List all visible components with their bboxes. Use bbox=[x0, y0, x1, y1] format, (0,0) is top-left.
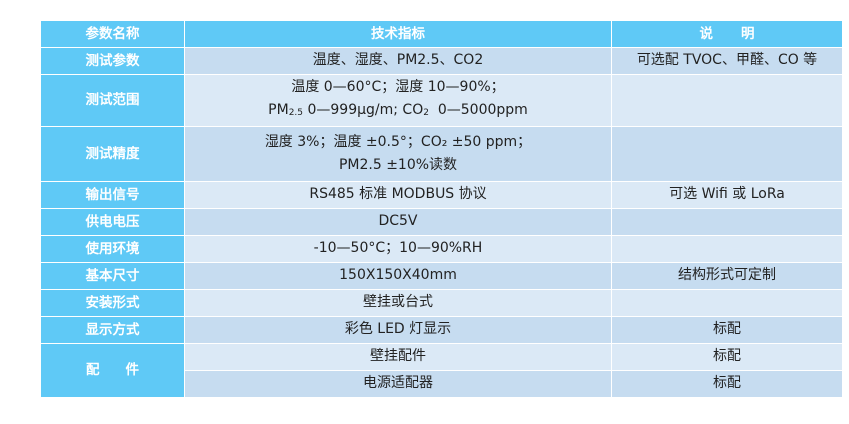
row-spec: 电源适配器 bbox=[184, 370, 612, 398]
spec-line: 温度 0—60°C；湿度 10—90%； bbox=[291, 79, 505, 95]
row-label: 使用环境 bbox=[40, 235, 185, 263]
table-row: 电源适配器 标配 bbox=[41, 370, 843, 398]
row-label: 配件 bbox=[40, 343, 185, 398]
table-row: 基本尺寸 150X150X40mm 结构形式可定制 bbox=[40, 262, 843, 290]
row-note: 标配 bbox=[611, 343, 843, 371]
spec-line: PM2.5 0—999μg/m; CO2 0—5000ppm bbox=[268, 102, 528, 118]
row-label: 安装形式 bbox=[40, 289, 185, 317]
row-label: 输出信号 bbox=[40, 181, 185, 209]
header-spec: 技术指标 bbox=[184, 20, 612, 48]
table-row: 输出信号 RS485 标准 MODBUS 协议 可选 Wifi 或 LoRa bbox=[40, 181, 843, 209]
row-label: 供电电压 bbox=[40, 208, 185, 236]
row-label: 显示方式 bbox=[40, 316, 185, 344]
row-spec: 彩色 LED 灯显示 bbox=[184, 316, 612, 344]
row-spec: DC5V bbox=[184, 208, 612, 236]
row-label: 测试精度 bbox=[40, 126, 185, 182]
table-row: 供电电压 DC5V bbox=[40, 208, 843, 236]
row-label: 基本尺寸 bbox=[40, 262, 185, 290]
row-note: 可选配 TVOC、甲醛、CO 等 bbox=[611, 47, 843, 75]
table-row: 配件 壁挂配件 标配 bbox=[40, 343, 843, 398]
row-note bbox=[611, 126, 843, 182]
header-row: 参数名称 技术指标 说明 bbox=[40, 20, 843, 48]
row-note bbox=[611, 289, 843, 317]
row-spec: 温度、湿度、PM2.5、CO2 bbox=[184, 47, 612, 75]
row-note: 标配 bbox=[611, 316, 843, 344]
header-note: 说明 bbox=[611, 20, 843, 48]
header-param-name: 参数名称 bbox=[40, 20, 185, 48]
row-label: 测试范围 bbox=[40, 74, 185, 127]
spec-line: PM2.5 ±10%读数 bbox=[338, 157, 458, 173]
table-row: 使用环境 -10—50°C；10—90%RH bbox=[40, 235, 843, 263]
spec-line: 湿度 3%；温度 ±0.5°；CO₂ ±50 ppm； bbox=[264, 134, 532, 150]
row-note bbox=[611, 235, 843, 263]
row-spec: 150X150X40mm bbox=[184, 262, 612, 290]
table-row: 显示方式 彩色 LED 灯显示 标配 bbox=[40, 316, 843, 344]
row-note: 可选 Wifi 或 LoRa bbox=[611, 181, 843, 209]
row-spec: RS485 标准 MODBUS 协议 bbox=[184, 181, 612, 209]
row-note bbox=[611, 74, 843, 127]
row-note: 结构形式可定制 bbox=[611, 262, 843, 290]
row-spec: 壁挂或台式 bbox=[184, 289, 612, 317]
row-label: 测试参数 bbox=[40, 47, 185, 75]
row-spec: 温度 0—60°C；湿度 10—90%； PM2.5 0—999μg/m; CO… bbox=[184, 74, 612, 127]
row-note bbox=[611, 208, 843, 236]
table-row: 测试参数 温度、湿度、PM2.5、CO2 可选配 TVOC、甲醛、CO 等 bbox=[40, 47, 843, 75]
row-note: 标配 bbox=[611, 370, 843, 398]
spec-table: 参数名称 技术指标 说明 测试参数 温度、湿度、PM2.5、CO2 可选配 TV… bbox=[40, 20, 843, 398]
row-spec: 湿度 3%；温度 ±0.5°；CO₂ ±50 ppm； PM2.5 ±10%读数 bbox=[184, 126, 612, 182]
table-row: 测试范围 温度 0—60°C；湿度 10—90%； PM2.5 0—999μg/… bbox=[40, 74, 843, 127]
row-spec: -10—50°C；10—90%RH bbox=[184, 235, 612, 263]
table-row: 测试精度 湿度 3%；温度 ±0.5°；CO₂ ±50 ppm； PM2.5 ±… bbox=[40, 126, 843, 182]
row-spec: 壁挂配件 bbox=[184, 343, 612, 371]
table-row: 安装形式 壁挂或台式 bbox=[40, 289, 843, 317]
